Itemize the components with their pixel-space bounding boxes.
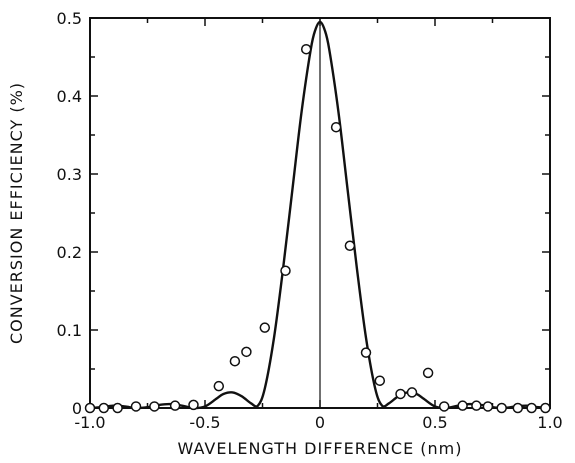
x-axis-label: WAVELENGTH DIFFERENCE (nm) xyxy=(178,439,463,458)
data-point xyxy=(540,402,551,414)
y-axis-ticks: 0 0.1 0.2 0.3 0.4 0.5 xyxy=(57,9,550,418)
data-point xyxy=(300,43,312,55)
data-point xyxy=(438,401,450,412)
y-axis-label: CONVERSION EFFICIENCY (%) xyxy=(7,82,26,344)
data-point xyxy=(84,402,96,414)
plot-area: -1.0 -0.5 0 0.5 1.0 0 0.1 0.2 0.3 0.4 0.5 xyxy=(57,9,563,432)
data-point xyxy=(422,367,434,379)
y-tick-label: 0.3 xyxy=(57,165,82,184)
data-point xyxy=(374,375,386,386)
data-point xyxy=(330,121,342,133)
y-tick-label: 0.5 xyxy=(57,9,82,28)
data-point xyxy=(149,401,160,412)
data-point xyxy=(130,401,142,412)
data-point xyxy=(188,399,199,411)
x-tick-label: -0.5 xyxy=(189,413,220,432)
x-tick-label: 0.5 xyxy=(422,413,447,432)
y-tick-label: 0.1 xyxy=(57,321,82,340)
data-point xyxy=(482,401,494,412)
data-point xyxy=(526,402,537,414)
x-tick-label: -1.0 xyxy=(74,413,105,432)
data-point xyxy=(344,240,356,252)
data-point xyxy=(112,402,123,414)
data-point xyxy=(213,380,225,392)
x-tick-label: 0 xyxy=(315,413,325,432)
data-point xyxy=(406,387,418,398)
data-point xyxy=(98,402,110,414)
data-point xyxy=(512,402,524,414)
data-point xyxy=(496,402,507,414)
data-point xyxy=(241,346,252,358)
series-layer xyxy=(84,20,551,414)
data-point xyxy=(169,400,181,411)
data-point xyxy=(229,355,241,367)
data-point xyxy=(395,388,406,400)
y-tick-label: 0.2 xyxy=(57,243,82,262)
data-point xyxy=(259,322,271,333)
x-axis-ticks: -1.0 -0.5 0 0.5 1.0 xyxy=(74,18,563,432)
y-tick-label: 0 xyxy=(72,399,82,418)
y-tick-label: 0.4 xyxy=(57,87,82,106)
data-point xyxy=(457,400,468,411)
data-point xyxy=(360,347,372,358)
data-point xyxy=(280,265,291,276)
data-point xyxy=(471,400,482,411)
x-tick-label: 1.0 xyxy=(537,413,562,432)
